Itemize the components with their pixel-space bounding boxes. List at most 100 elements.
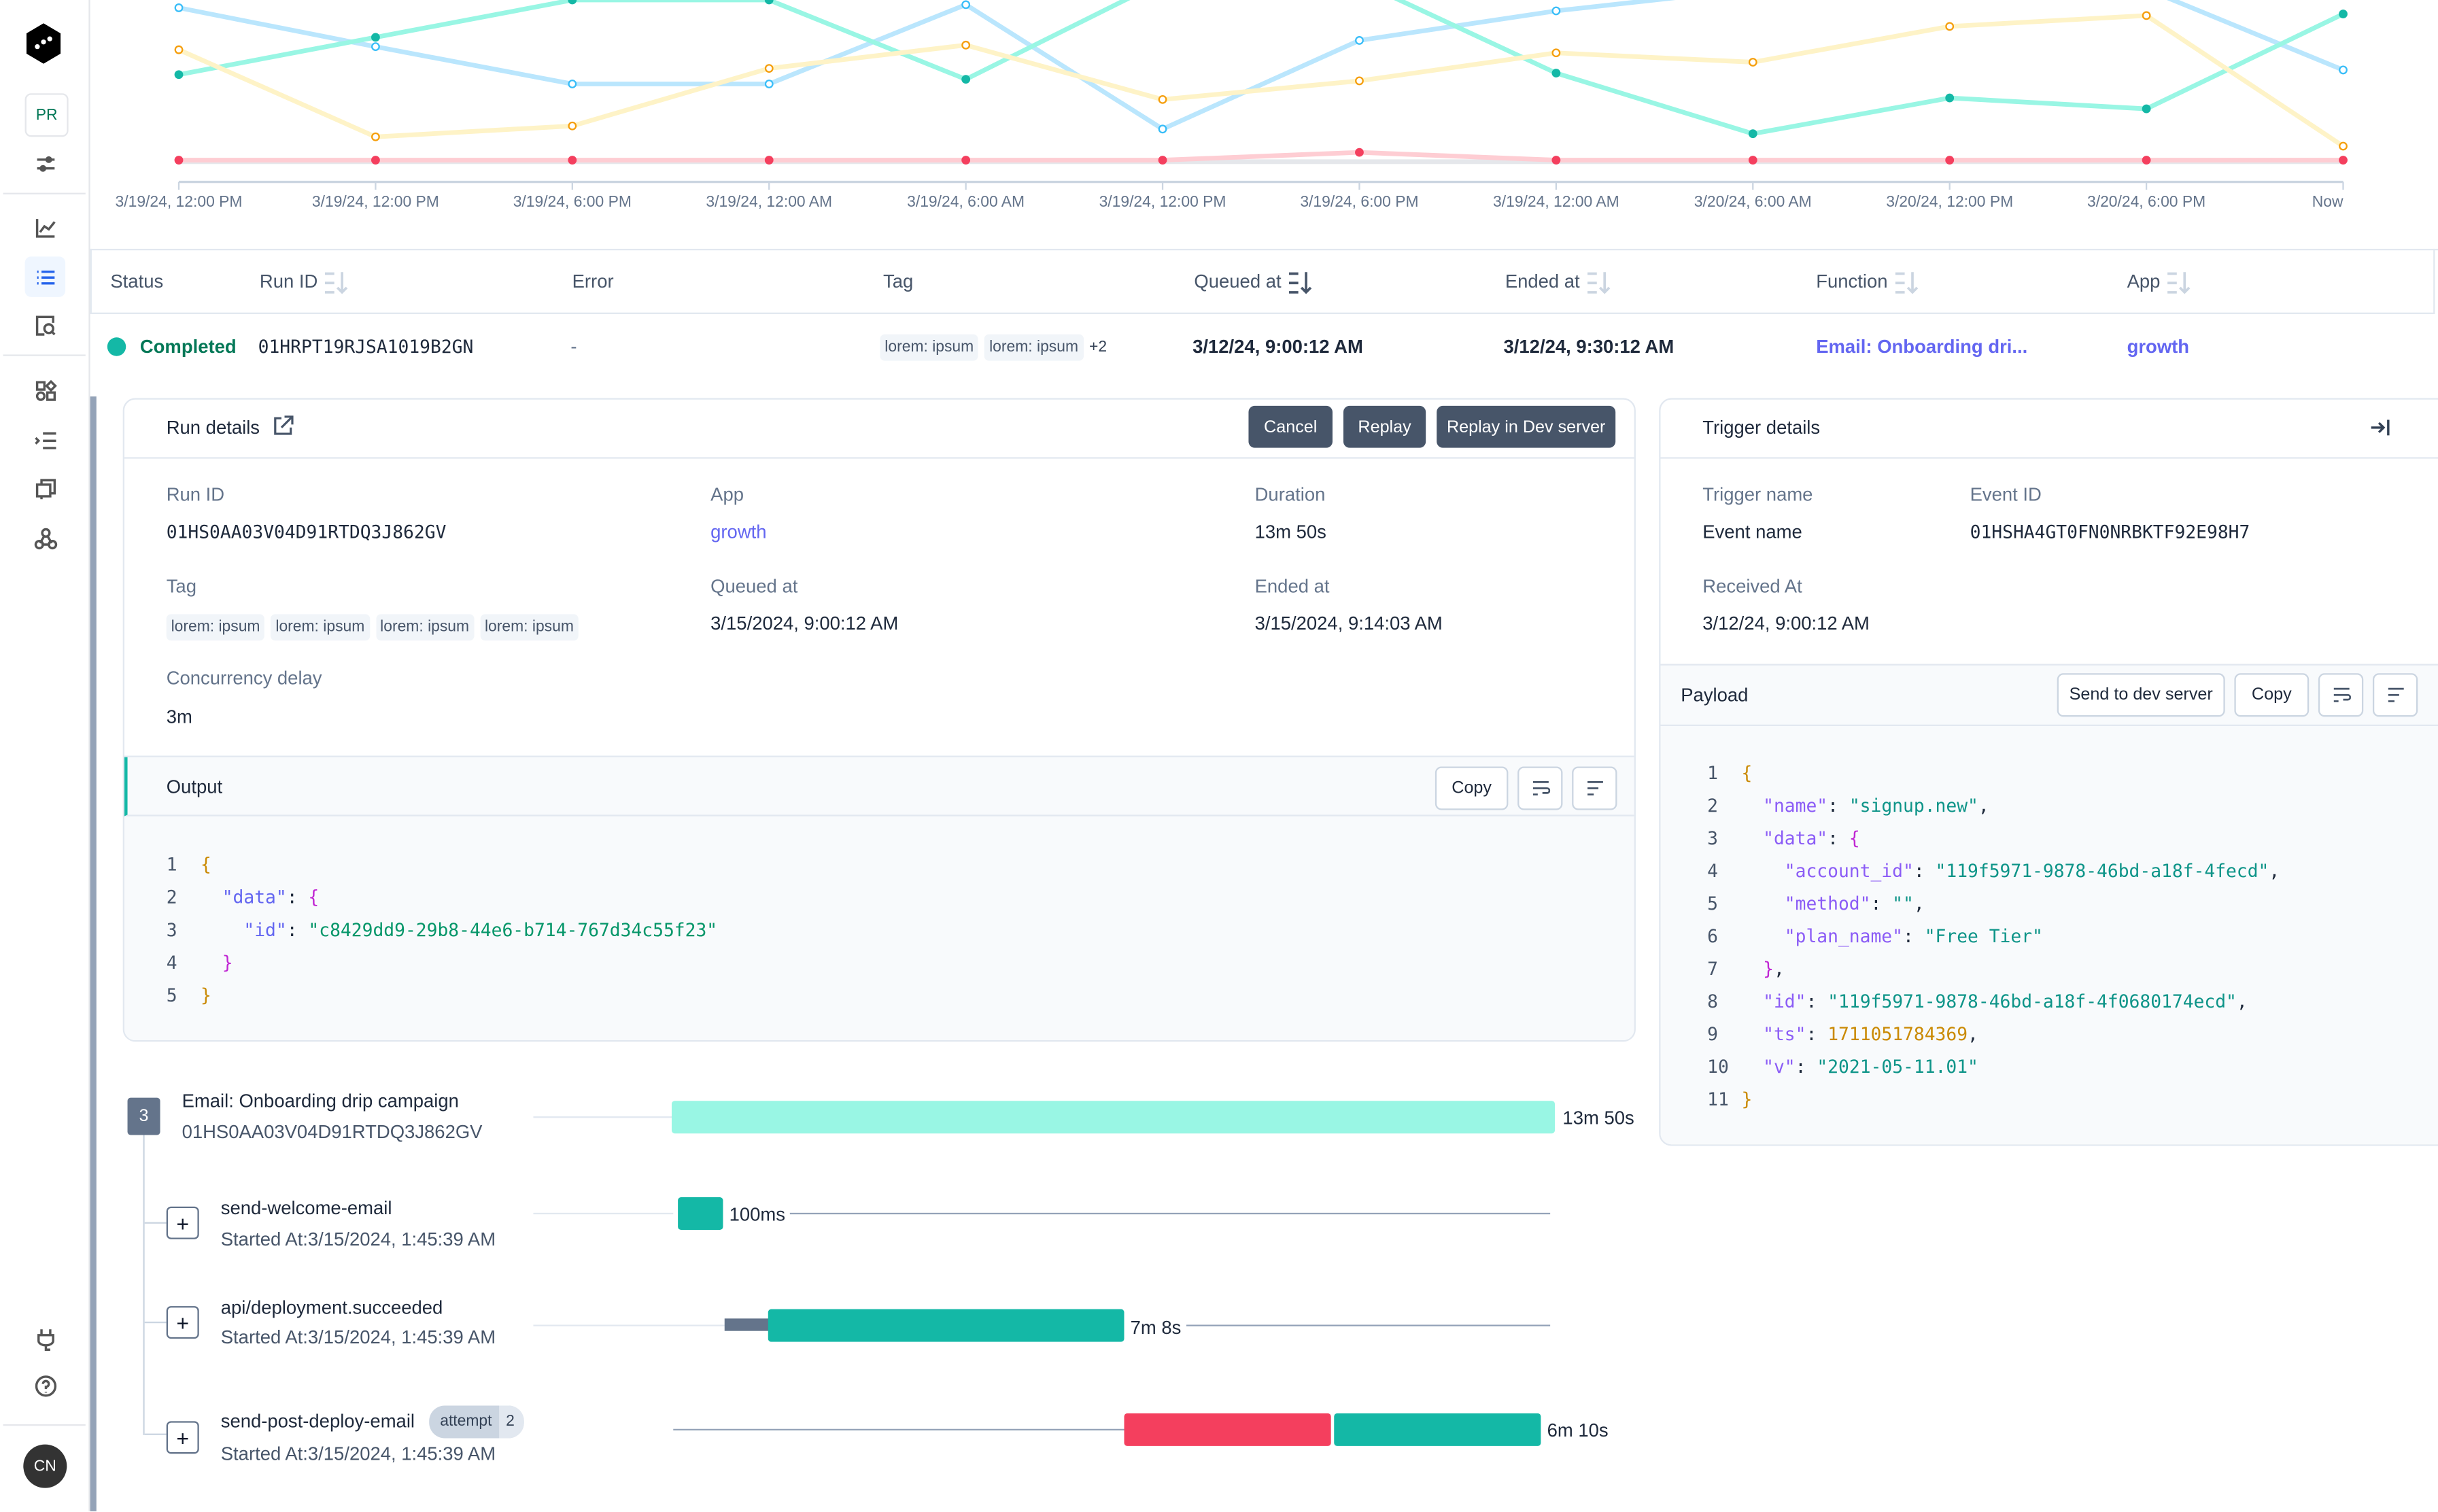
data-point[interactable] [174,70,184,80]
failed-attempt-bar[interactable] [1124,1413,1331,1446]
data-point[interactable] [2339,156,2348,165]
data-point[interactable] [1551,69,1561,78]
data-point[interactable] [1158,94,1167,104]
data-point[interactable] [2339,65,2348,75]
column-header-label: App [2127,270,2161,292]
data-point[interactable] [1945,156,1955,165]
expand-step-button[interactable]: + [166,1306,199,1339]
plug-icon[interactable] [25,1318,65,1358]
data-point[interactable] [764,80,774,88]
data-point[interactable] [764,156,774,165]
timeline-line [533,1116,674,1118]
data-point[interactable] [371,156,380,165]
column-header-label: Function [1816,270,1888,292]
sort-icon[interactable] [2167,271,2192,294]
trigger-details-card: Trigger details Trigger name Event name … [1659,398,2438,1146]
webhook-icon[interactable] [25,518,65,558]
data-point[interactable] [764,64,774,73]
copy-button[interactable]: Copy [1435,766,1509,810]
data-point[interactable] [1748,58,1757,67]
chart-icon[interactable] [25,207,65,247]
wrap-lines-icon[interactable] [2318,673,2364,717]
trigger-header: Trigger details [1660,400,2438,459]
data-point[interactable] [174,45,184,54]
data-point[interactable] [568,156,577,165]
runs-list-icon[interactable] [24,256,66,297]
data-point[interactable] [1355,76,1364,86]
collapse-icon[interactable] [2372,673,2418,717]
column-header[interactable]: Ended at [1505,271,1611,294]
expand-step-button[interactable]: + [166,1421,199,1454]
apps-icon[interactable] [25,370,65,410]
sort-icon[interactable] [1586,271,1611,294]
table-row[interactable]: Completed 01HRPT19RJSA1019B2GN - lorem: … [90,314,2438,379]
x-tick-label: 3/20/24, 6:00 PM [2087,194,2206,212]
data-point[interactable] [1748,129,1757,139]
expanded-row-indicator [90,396,97,1511]
copy-icon[interactable] [25,468,65,508]
expand-step-button[interactable]: + [166,1206,199,1239]
data-point[interactable] [1945,93,1955,103]
data-point[interactable] [174,3,184,12]
sort-icon[interactable] [1288,271,1313,294]
run-id-label: Run ID [166,483,225,506]
data-point[interactable] [764,0,774,5]
data-point[interactable] [1748,156,1757,165]
help-icon[interactable] [25,1365,65,1405]
data-point[interactable] [1355,36,1364,45]
data-point[interactable] [371,33,380,42]
data-point[interactable] [568,121,577,131]
data-point[interactable] [174,156,184,165]
sidebar-divider [3,354,86,356]
column-header[interactable]: Run ID [260,271,349,294]
avatar[interactable]: CN [23,1444,67,1488]
data-point[interactable] [1551,6,1561,16]
collapse-panel-icon[interactable] [2369,417,2391,445]
data-point[interactable] [1551,48,1561,58]
step-duration-bar[interactable] [768,1309,1124,1342]
step-duration-bar[interactable] [678,1197,723,1231]
column-header[interactable]: App [2127,270,2192,294]
column-header[interactable]: Queued at [1194,271,1313,294]
app-link[interactable]: growth [2127,335,2190,358]
sort-icon[interactable] [1894,271,1919,294]
data-point[interactable] [371,42,380,52]
data-point[interactable] [568,80,577,88]
replay-button[interactable]: Replay [1343,405,1426,448]
data-point[interactable] [1945,22,1955,31]
data-point[interactable] [1158,156,1167,165]
data-point[interactable] [568,0,577,5]
data-point[interactable] [1158,124,1167,134]
copy-button[interactable]: Copy [2234,673,2310,717]
data-point[interactable] [961,40,971,50]
replay-dev-button[interactable]: Replay in Dev server [1437,405,1616,448]
data-point[interactable] [2339,10,2348,18]
wrap-lines-icon[interactable] [1517,766,1563,810]
x-tick-label: 3/19/24, 6:00 PM [1300,194,1419,212]
data-point[interactable] [2142,156,2151,165]
column-header[interactable]: Function [1816,270,1919,294]
collapse-icon[interactable] [1572,766,1617,810]
step-duration-bar[interactable] [1334,1413,1541,1446]
data-point[interactable] [2339,141,2348,151]
function-link[interactable]: Email: Onboarding dri... [1816,335,2028,358]
data-point[interactable] [2142,104,2151,114]
data-point[interactable] [371,132,380,141]
data-point[interactable] [961,156,971,165]
data-point[interactable] [961,0,971,10]
cancel-button[interactable]: Cancel [1248,405,1333,448]
data-point[interactable] [1355,148,1364,157]
app-link[interactable]: growth [710,521,767,543]
root-duration-bar[interactable] [671,1101,1556,1134]
functions-icon[interactable] [25,419,65,460]
sliders-icon[interactable] [25,143,65,183]
sort-icon[interactable] [324,271,349,294]
data-point[interactable] [1551,156,1561,165]
data-point[interactable] [2142,11,2151,20]
env-badge[interactable]: PR [24,93,69,137]
external-link-icon[interactable] [272,415,294,445]
send-to-dev-server-button[interactable]: Send to dev server [2057,673,2225,717]
inngest-logo-icon[interactable] [26,23,61,64]
data-point[interactable] [961,75,971,84]
search-doc-icon[interactable] [25,305,65,345]
